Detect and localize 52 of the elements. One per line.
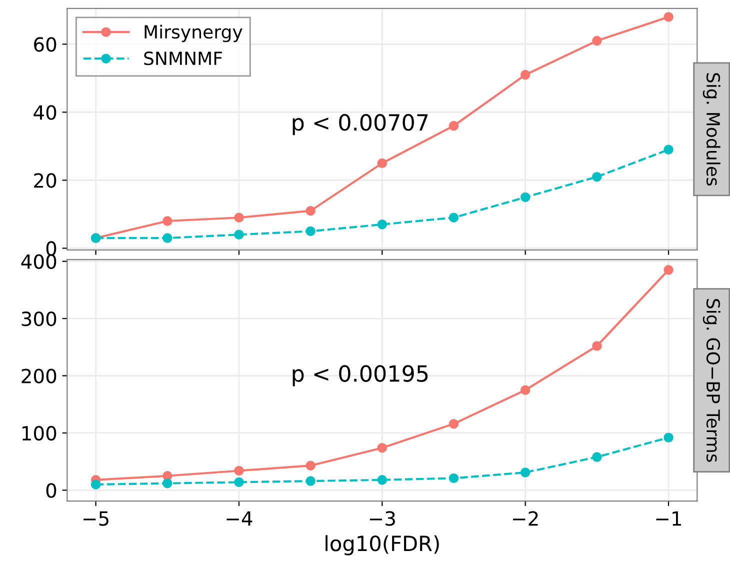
point [664, 265, 674, 275]
point [306, 476, 316, 486]
point [592, 341, 602, 351]
point [592, 172, 602, 182]
point [306, 460, 316, 470]
x-tick-label: −2 [513, 511, 538, 526]
point [520, 70, 530, 80]
y-tick-label: 100 [22, 426, 56, 441]
point [306, 226, 316, 236]
point [162, 233, 172, 243]
point [377, 475, 388, 485]
point [448, 473, 459, 484]
point [592, 36, 602, 46]
point [664, 144, 674, 154]
point [520, 385, 530, 395]
point [520, 192, 530, 202]
point [90, 480, 101, 490]
point [234, 466, 244, 476]
x-axis-title: log10(FDR) [326, 535, 439, 556]
point [234, 212, 244, 222]
point [234, 477, 244, 488]
x-tick-label: −1 [656, 511, 682, 526]
point [448, 418, 459, 429]
x-tick-label: −3 [370, 511, 395, 526]
point [234, 230, 244, 240]
point [377, 442, 388, 453]
text: Sig. Modules [702, 73, 720, 186]
point [377, 158, 388, 168]
y-tick-label: 20 [34, 173, 56, 188]
point [377, 220, 388, 230]
point [448, 120, 459, 131]
point [162, 478, 172, 488]
text: Sig. GO−BP Terms [702, 299, 720, 462]
y-tick-label: 0 [46, 483, 56, 498]
y-tick-label: 200 [22, 368, 56, 384]
legend-label: Mirsynergy [144, 24, 242, 42]
x-tick-label: −4 [226, 511, 252, 526]
point [162, 216, 172, 226]
point [520, 468, 530, 478]
y-tick-label: 60 [34, 37, 56, 52]
x-tick-label: −5 [84, 511, 108, 526]
point [448, 212, 459, 222]
point [306, 206, 316, 216]
y-tick-label: 400 [21, 254, 56, 269]
point [664, 432, 674, 442]
annotation: p < 0.00707 [292, 114, 428, 136]
y-tick-label: 300 [22, 311, 56, 326]
y-tick-label: 40 [34, 105, 56, 120]
legend-label: SNMNMF [144, 52, 222, 66]
point [664, 12, 674, 22]
point [592, 452, 602, 462]
annotation: p < 0.00195 [292, 365, 428, 386]
